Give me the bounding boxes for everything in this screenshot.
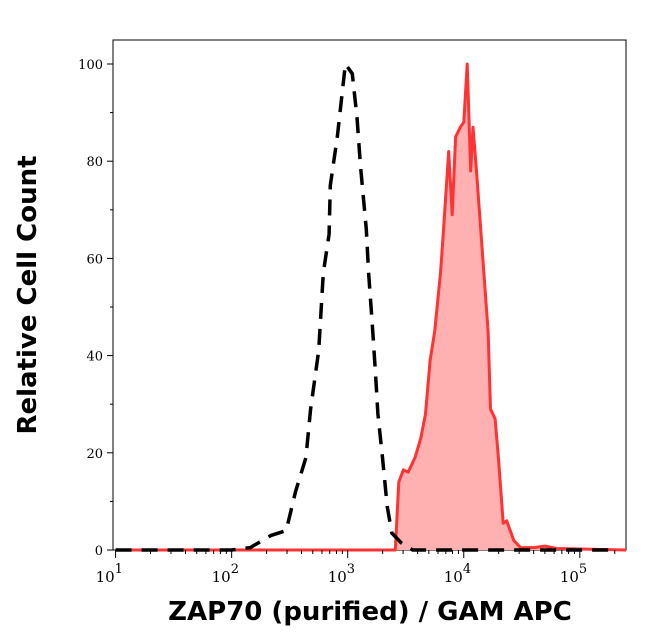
x-tick-label: 105 (560, 562, 587, 586)
y-tick-label: 80 (86, 155, 103, 170)
x-tick-label: 102 (212, 562, 239, 586)
x-tick-label: 103 (328, 562, 355, 586)
x-tick-label: 101 (96, 562, 123, 586)
x-tick-label: 104 (444, 562, 471, 586)
y-tick-label: 100 (78, 58, 103, 73)
y-axis-label: Relative Cell Count (13, 155, 43, 435)
y-tick-label: 0 (95, 544, 103, 559)
plot-frame (112, 39, 627, 551)
y-tick-label: 40 (86, 350, 103, 365)
y-tick-label: 60 (86, 252, 103, 267)
series-line-control (115, 59, 615, 552)
x-axis-label: ZAP70 (purified) / GAM APC (168, 597, 572, 627)
series-line-stained (115, 62, 627, 552)
y-tick-label: 20 (86, 447, 103, 462)
